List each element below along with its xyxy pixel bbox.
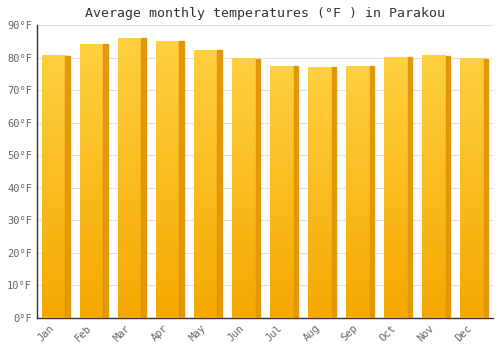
Bar [370, 66, 374, 318]
Title: Average monthly temperatures (°F ) in Parakou: Average monthly temperatures (°F ) in Pa… [85, 7, 445, 20]
Bar [142, 38, 146, 318]
Bar [332, 67, 336, 318]
Bar [308, 67, 336, 318]
Bar [66, 56, 70, 318]
Bar [460, 59, 487, 318]
Bar [446, 56, 450, 318]
Bar [384, 57, 411, 318]
Bar [422, 56, 450, 318]
Bar [118, 38, 146, 318]
Bar [256, 59, 260, 318]
Bar [232, 59, 260, 318]
Bar [408, 57, 412, 318]
Bar [346, 66, 374, 318]
Bar [104, 44, 108, 318]
Bar [294, 66, 298, 318]
Bar [156, 41, 184, 318]
Bar [218, 50, 222, 318]
Bar [180, 41, 184, 318]
Bar [194, 50, 222, 318]
Bar [484, 59, 488, 318]
Bar [270, 66, 297, 318]
Bar [80, 44, 108, 318]
Bar [42, 56, 70, 318]
